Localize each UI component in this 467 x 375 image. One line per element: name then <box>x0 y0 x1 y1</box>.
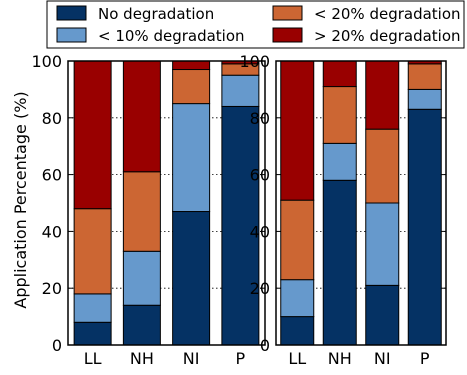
y-tick-label: 20 <box>42 279 62 298</box>
legend-label: < 20% degradation <box>314 5 461 23</box>
bar-segment-NH--20-degradation <box>122 60 161 173</box>
x-tick-label: NH <box>328 349 352 368</box>
legend-label: No degradation <box>98 5 214 23</box>
bar-segment-LL--20-degradation <box>73 60 112 210</box>
y-tick-label: 40 <box>42 222 62 241</box>
y-tick-label: 0 <box>52 336 62 355</box>
y-tick-label: 80 <box>42 109 62 128</box>
bar-segment-NI--20-degradation <box>365 128 400 204</box>
legend-label: > 20% degradation <box>314 27 461 45</box>
y-tick-label: 60 <box>250 166 270 185</box>
x-tick-label: NI <box>374 349 391 368</box>
x-tick-label: NH <box>130 349 154 368</box>
legend-swatch <box>272 5 303 21</box>
panel-frame <box>275 60 447 346</box>
bar-segment-P-no-degradation <box>407 108 442 346</box>
bar-segment-NI--10-degradation <box>172 103 211 213</box>
bar-segment-LL--20-degradation <box>280 199 315 281</box>
bar-segment-LL--10-degradation <box>73 293 112 323</box>
y-tick-label: 0 <box>260 336 270 355</box>
legend-box <box>46 0 465 49</box>
panel-2: 0 20 40 60 80 100 LL NH NI P <box>239 52 447 368</box>
legend-swatch <box>272 27 303 43</box>
y-tick-label: 80 <box>250 109 270 128</box>
bar-segment-NH-no-degradation <box>322 179 357 346</box>
y-tick-label: 40 <box>250 222 270 241</box>
bar-segment-P--10-degradation <box>407 88 442 110</box>
bar-segment-P--10-degradation <box>221 74 260 107</box>
bar-segment-NI--20-degradation <box>365 60 400 130</box>
legend-label: < 10% degradation <box>98 27 245 45</box>
y-tick-label: 60 <box>42 166 62 185</box>
bar-segment-P--20-degradation <box>407 63 442 90</box>
x-tick-label: LL <box>84 349 102 368</box>
y-axis-label: Application Percentage (%) <box>11 91 30 308</box>
x-tick-label: NI <box>183 349 200 368</box>
y-tick-label: 100 <box>239 52 270 71</box>
bar-segment-P-no-degradation <box>221 105 260 346</box>
legend: No degradation < 20% degradation < 10% deg… <box>46 0 465 49</box>
panel-frame <box>67 60 266 346</box>
bar-segment-LL--20-degradation <box>280 60 315 201</box>
bar-segment-LL-no-degradation <box>280 316 315 346</box>
y-tick-label: 100 <box>31 52 62 71</box>
bar-segment-NI--20-degradation <box>172 60 211 71</box>
legend-swatch <box>56 5 87 21</box>
x-tick-label: P <box>236 349 246 368</box>
bar-segment-LL-no-degradation <box>73 321 112 346</box>
bar-segment-NH--20-degradation <box>322 60 357 88</box>
bar-segment-NI--20-degradation <box>172 69 211 105</box>
bar-segment-NH-no-degradation <box>122 304 161 346</box>
bar-segment-LL--10-degradation <box>280 279 315 318</box>
bar-segment-NH--20-degradation <box>322 86 357 144</box>
bar-segment-NI-no-degradation <box>365 284 400 346</box>
x-tick-label: P <box>420 349 430 368</box>
bar-segment-LL--20-degradation <box>73 208 112 295</box>
panel-1: 0 20 40 60 80 100 LL NH NI P <box>31 52 266 368</box>
bar-segment-NH--20-degradation <box>122 171 161 252</box>
bar-segment-NI-no-degradation <box>172 211 211 346</box>
bar-segment-NH--10-degradation <box>122 250 161 306</box>
bar-segment-NI--10-degradation <box>365 202 400 286</box>
x-tick-label: LL <box>288 349 306 368</box>
y-tick-label: 20 <box>250 279 270 298</box>
bar-segment-NH--10-degradation <box>322 142 357 181</box>
legend-swatch <box>56 27 87 43</box>
